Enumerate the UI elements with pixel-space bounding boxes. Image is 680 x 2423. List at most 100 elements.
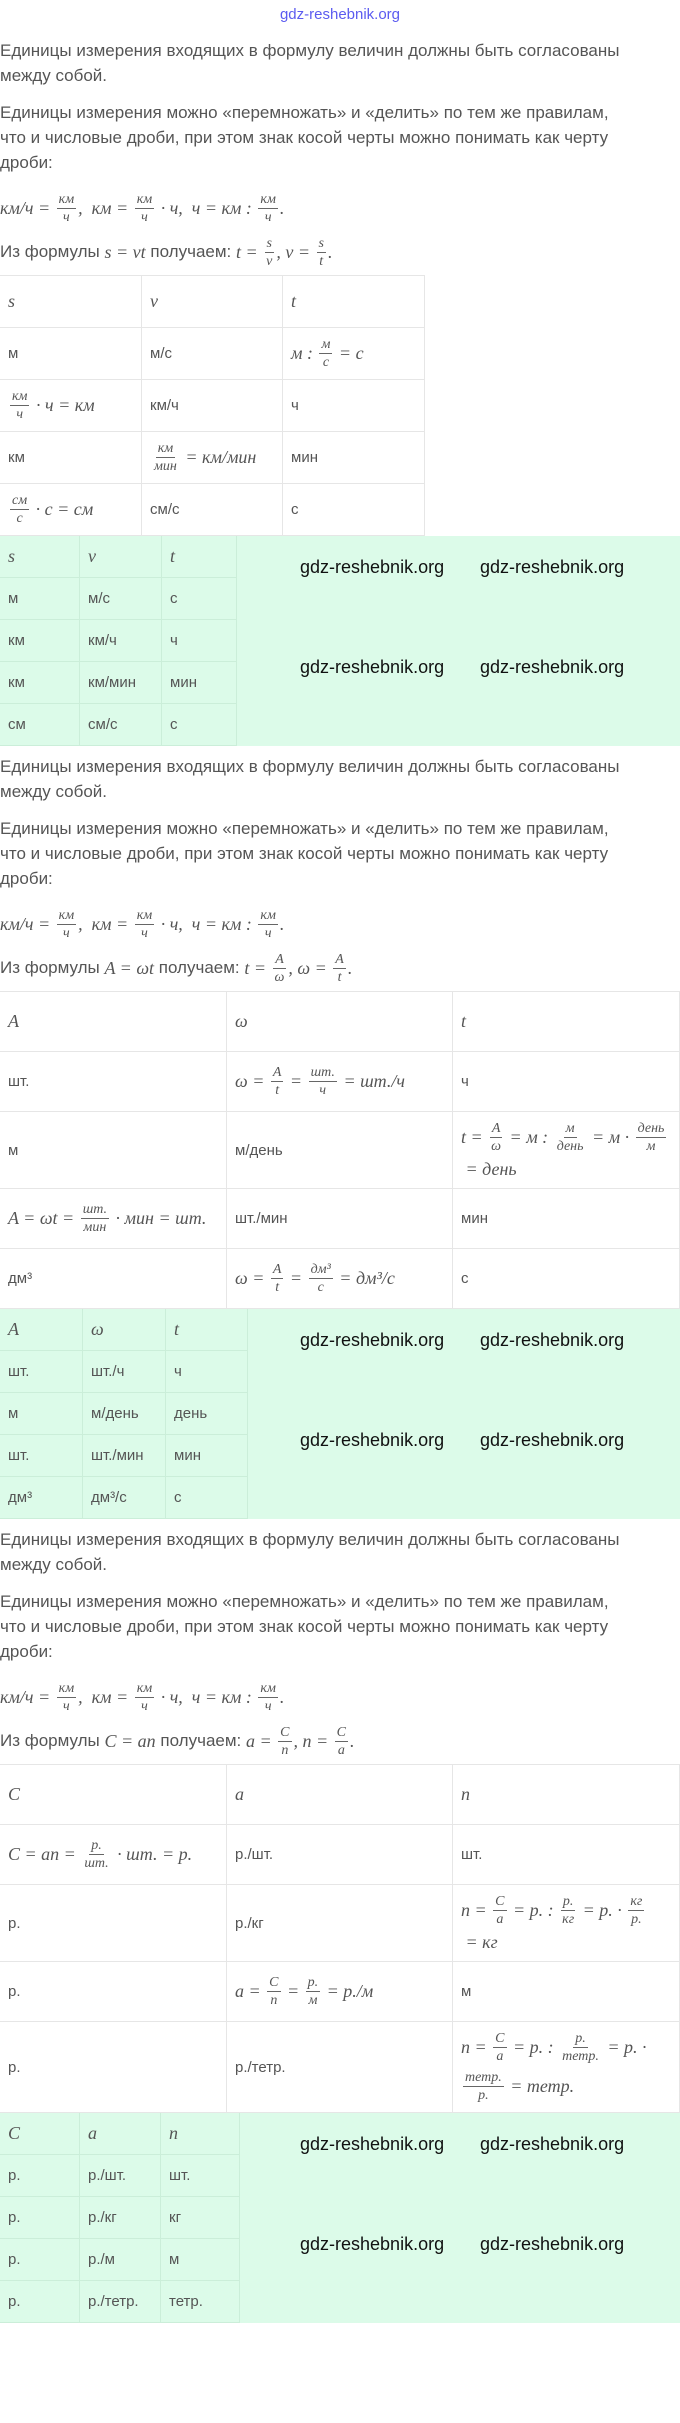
fraction-denominator: р. — [631, 1912, 642, 1927]
table-cell: дм³/с — [83, 1477, 166, 1519]
paragraph-units-rules: Единицы измерения можно «перемножать» и … — [0, 1589, 680, 1664]
table-cell: м — [0, 578, 80, 620]
math-text: t = — [244, 957, 271, 978]
table-cell: р./кг — [80, 2197, 161, 2239]
fraction-denominator: ч — [319, 1083, 327, 1098]
watermark: gdz-reshebnik.org — [480, 657, 625, 677]
table-cell: м/день — [83, 1393, 166, 1435]
solution-section: Единицы измерения входящих в формулу вел… — [0, 38, 680, 746]
cell-text: с — [461, 1270, 469, 1287]
cell-text: м — [169, 2251, 180, 2268]
paragraph-line: Единицы измерения можно «перемножать» и … — [0, 1592, 609, 1611]
cell-text: день — [174, 1405, 208, 1422]
cell-text: м — [8, 590, 19, 607]
fraction: м день — [555, 1120, 586, 1155]
site-watermark-top: gdz-reshebnik.org — [279, 6, 401, 23]
paragraph-units-rules: Единицы измерения можно «перемножать» и … — [0, 816, 680, 891]
table-header-cell: t — [453, 992, 680, 1052]
math-text: . — [327, 241, 333, 262]
watermark: gdz-reshebnik.org — [480, 1330, 625, 1350]
math-text: · шт. = р. — [112, 1844, 193, 1864]
table-cell: р./тетр. — [227, 2022, 453, 2113]
table-cell: см/с — [80, 704, 162, 746]
table-cell: тетр. — [161, 2281, 240, 2323]
math-text: a = — [235, 1981, 266, 2001]
table-cell: C = an = р. шт. · шт. = р. — [0, 1825, 227, 1885]
paragraph-line: между собой. — [0, 66, 108, 85]
solution-content: Единицы измерения входящих в формулу вел… — [0, 38, 680, 2323]
math-text: = р. · — [578, 1900, 627, 1920]
math-text: A = ωt = — [8, 1208, 79, 1228]
paragraph-line: Единицы измерения входящих в формулу вел… — [0, 757, 620, 776]
math-expression: s — [8, 546, 15, 567]
fraction-denominator: ν — [266, 253, 273, 269]
units-formula: км/ч = км ч, км = км ч · ч, ч = км : км ч. — [0, 187, 680, 229]
cell-text: м/день — [91, 1405, 139, 1422]
math-text: , ν = — [276, 241, 315, 262]
cell-text: м/с — [88, 590, 110, 607]
paragraph-line: что и числовые дроби, при этом знак косо… — [0, 844, 609, 863]
table-cell: с — [162, 578, 237, 620]
fraction-numerator: м — [319, 337, 333, 354]
fraction-numerator: км — [134, 1680, 155, 1698]
solution-section: Единицы измерения входящих в формулу вел… — [0, 754, 680, 1519]
math-expression: A = ωt = шт. мин · мин = шт. — [8, 1201, 206, 1236]
fraction-denominator: t — [275, 1083, 280, 1098]
math-text: C — [8, 1784, 21, 1804]
answer-table: s ν t м м/с с км км/ч ч км км/мин мин см см/с с — [0, 536, 237, 746]
math-text: a — [88, 2123, 97, 2143]
math-text: ν — [150, 291, 158, 311]
math-text: = — [285, 1268, 307, 1288]
math-expression: см с · с = см — [8, 492, 93, 527]
cell-text: р./тетр. — [235, 2058, 286, 2076]
table-cell: мин — [283, 432, 425, 484]
math-text: , n = — [293, 1730, 333, 1751]
table-cell: мин — [162, 662, 237, 704]
watermark: gdz-reshebnik.org — [300, 1430, 445, 1450]
math-expression: C — [8, 2123, 20, 2144]
math-text: a — [235, 1784, 244, 1804]
fraction: км ч — [134, 191, 155, 226]
math-text: A — [8, 1011, 19, 1031]
math-expression: км/ч = км ч, км = км ч · ч, ч = км : км ч. — [0, 907, 284, 942]
math-text: · с = см — [31, 499, 94, 519]
table-cell: р. — [0, 2155, 80, 2197]
fraction-denominator: t — [319, 253, 324, 269]
math-text: ω = — [235, 1268, 269, 1288]
watermark: gdz-reshebnik.org — [300, 1330, 445, 1350]
cell-text: см/с — [88, 716, 118, 733]
fraction-denominator: a — [337, 1742, 345, 1758]
watermark: gdz-reshebnik.org — [480, 2134, 625, 2154]
derivation-prefix: Из формулы — [0, 1731, 105, 1750]
fraction: км ч — [258, 1680, 278, 1715]
fraction: дм³ с — [308, 1261, 333, 1296]
cell-text: шт. — [8, 1363, 30, 1380]
math-text: . — [279, 197, 285, 218]
table-cell: р. — [0, 2281, 80, 2323]
math-expression: км мин = км/мин — [150, 440, 256, 475]
table-cell: шт. — [453, 1825, 680, 1885]
paragraph-units-consistency: Единицы измерения входящих в формулу вел… — [0, 1527, 680, 1577]
source-formula: C = an — [105, 1731, 156, 1752]
math-text: ω — [235, 1011, 248, 1031]
fraction-denominator: тетр. — [562, 2049, 599, 2064]
paragraph-line: Единицы измерения входящих в формулу вел… — [0, 41, 620, 60]
fraction-denominator: t — [275, 1280, 280, 1295]
watermark: gdz-reshebnik.org — [300, 2134, 445, 2154]
fraction-numerator: дм³ — [308, 1262, 333, 1279]
cell-text: км — [8, 449, 25, 466]
derivation-prefix: Из формулы — [0, 958, 105, 977]
math-text: . — [279, 1686, 285, 1707]
fraction: км ч — [56, 1680, 77, 1715]
table-cell: ч — [453, 1052, 680, 1112]
table-cell: A = ωt = шт. мин · мин = шт. — [0, 1189, 227, 1249]
fraction-numerator: A — [270, 1262, 284, 1279]
cell-text: дм³ — [8, 1270, 33, 1287]
